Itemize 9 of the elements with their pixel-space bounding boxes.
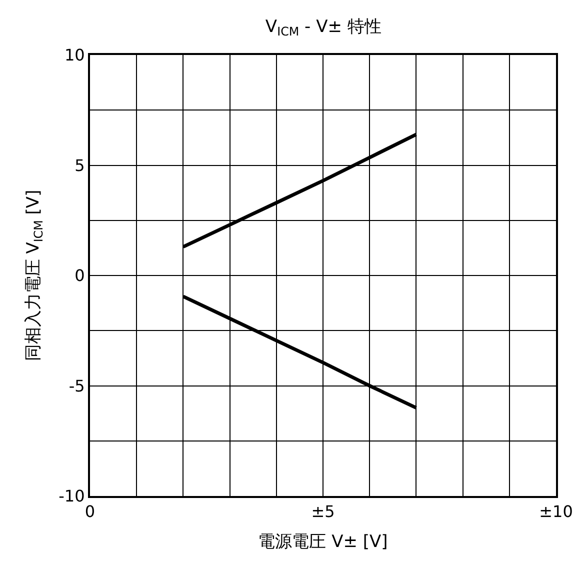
x-axis-title: 電源電圧 V± [V] (258, 532, 388, 552)
y-tick-label: 5 (74, 156, 85, 175)
x-tick-label: ±10 (539, 502, 573, 522)
y-tick-label: -5 (68, 376, 85, 396)
y-tick-label: -10 (58, 486, 85, 506)
chart-title: V$_{ICM}$ - V± 特性 (265, 16, 382, 38)
x-tick-label: ±5 (311, 502, 335, 522)
y-tick-label: 10 (64, 46, 85, 65)
y-tick-label: 0 (74, 266, 85, 286)
